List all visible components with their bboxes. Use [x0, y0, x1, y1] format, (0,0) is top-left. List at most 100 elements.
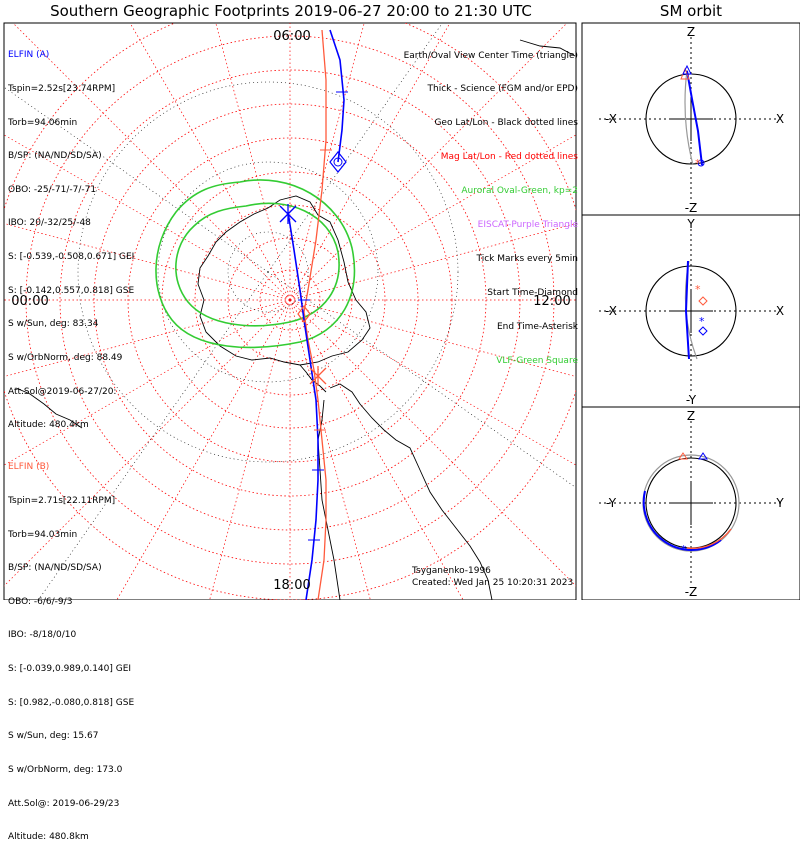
elfin-a-line: S w/OrbNorm, deg: 88.49	[8, 352, 123, 363]
auroral-oval-outer	[155, 179, 356, 349]
sm-panel-frame-3	[581, 406, 800, 600]
mag-lat-circle	[227, 237, 353, 363]
sm-orbit-elfin-a	[686, 70, 703, 166]
elfin-b-line: Altitude: 480.8km	[8, 832, 89, 843]
sm-orbit-title: SM orbit	[659, 2, 723, 20]
elfin-b-line: Torb=94.03min	[8, 529, 78, 540]
antarctica-coastline	[197, 195, 371, 366]
elfin-a-line: IBO: 20/-32/25/-48	[8, 218, 91, 229]
geo-lat-circle	[157, 161, 379, 383]
sm-end-b: *	[695, 157, 701, 170]
elfin-a-line: OBO: -25/-71/-7/-71	[8, 184, 97, 195]
time-label-bottom: 18:00	[273, 578, 310, 593]
polar-footprint-map: 06:00 00:00 12:00 18:00 Z-Z-X X*Y-Y-X X**Z…	[3, 22, 800, 600]
sm-label-right: X	[776, 304, 784, 318]
legend-item: EISCAT-Purple Triangle	[477, 220, 578, 231]
elfin-b-start-diamond	[297, 305, 311, 323]
elfin-b-header: ELFIN (B)	[8, 462, 50, 473]
sm-start-a	[697, 159, 705, 167]
elfin-a-header: ELFIN (A)	[8, 50, 50, 61]
legend-item: Mag Lat/Lon - Red dotted lines	[440, 152, 578, 163]
time-label-right: 12:00	[533, 294, 570, 309]
mag-lon-line	[209, 299, 291, 600]
sm-label-right: X	[776, 112, 784, 126]
elfin-a-end-asterisk	[279, 204, 297, 224]
elfin-b-line: OBO: -6/6/-9/3	[8, 596, 73, 607]
created-label: Created: Wed Jan 25 10:20:31 2023	[412, 578, 574, 588]
sm-orbit-gray	[684, 69, 694, 166]
geo-grid	[4, 23, 576, 600]
elfin-a-info: ELFIN (A) Tspin=2.52s[23.74RPM] Torb=94.…	[8, 28, 134, 443]
sm-label-left: -X	[605, 304, 617, 318]
elfin-a-line: B/SP: (NA/ND/SD/SA)	[8, 151, 102, 162]
elfin-a-line: S w/Sun, deg: 83.34	[8, 319, 99, 330]
mag-lat-circle	[59, 69, 521, 531]
sm-label-left: -Y	[606, 496, 617, 510]
elfin-a-line: Att.Sol@2019-06-27/20:	[8, 386, 117, 397]
elfin-a-line: Altitude: 480.4km	[8, 420, 89, 431]
elfin-b-line: B/SP: (NA/ND/SD/SA)	[8, 563, 102, 574]
mag-lon-line	[215, 23, 291, 301]
elfin-b-line: S: [-0.039,0.989,0.140] GEI	[8, 664, 132, 675]
sm-triangle-a	[682, 64, 692, 75]
mag-lon-line	[289, 23, 365, 301]
legend-item: Earth/Oval View Center Time (triangle)	[403, 50, 578, 61]
elfin-a-line: S: [-0.539,-0.508,0.671] GEI	[8, 252, 135, 263]
legend-item: VLF-Green Square	[496, 355, 578, 366]
elfin-b-line: Tspin=2.71s[22.11RPM]	[8, 496, 116, 507]
sm-label-bottom: -Z	[685, 201, 698, 215]
geo-lat-circle	[77, 81, 459, 463]
elfin-b-line: Att.Sol@: 2019-06-29/23	[8, 798, 120, 809]
sm-label-right: Y	[775, 496, 784, 510]
elfin-a-line: Torb=94.06min	[8, 117, 78, 128]
sm-label-top: Y	[686, 217, 695, 231]
sm-orbit-elfin-a	[642, 490, 722, 551]
geo-lat-circle	[227, 231, 309, 313]
page-title: Southern Geographic Footprints 2019-06-2…	[50, 2, 532, 20]
legend-item: Auroral Oval-Green, kp=2	[461, 186, 578, 197]
legend-item: Tick Marks every 5min	[476, 253, 578, 264]
sm-earth-circle	[645, 265, 737, 357]
legend-item: End Time-Asterisk	[496, 321, 578, 332]
australia-coastline	[519, 39, 576, 57]
sm-start-a	[698, 326, 708, 336]
elfin-b-line: S: [0.982,-0.080,0.818] GSE	[8, 697, 135, 708]
sm-triangle-b	[678, 452, 688, 460]
sm-label-bottom: -Z	[685, 585, 698, 599]
legend-item: Thick - Science (FGM and/or EPD)	[427, 84, 578, 95]
elfin-b-line: S w/OrbNorm, deg: 173.0	[8, 764, 123, 775]
africa-coastline	[15, 387, 83, 429]
elfin-b-line: IBO: -8/18/0/10	[8, 630, 77, 641]
elfin-b-end-asterisk	[309, 366, 327, 386]
elfin-a-footprint-track	[287, 29, 345, 600]
antarctic-peninsula	[299, 364, 327, 393]
mag-grid	[4, 23, 576, 600]
mag-lat-circle	[194, 204, 386, 396]
elfin-a-line: Tspin=2.52s[23.74RPM]	[8, 84, 116, 95]
sm-label-left: -X	[605, 112, 617, 126]
sm-orbit-elfin-a	[684, 260, 690, 360]
south-america-coastline	[329, 383, 493, 600]
sm-triangle-a	[698, 452, 708, 460]
mag-lat-circle	[259, 269, 321, 331]
sm-end-a: *	[681, 543, 687, 556]
elfin-b-line: S w/Sun, deg: 15.67	[8, 731, 99, 742]
sm-orbit-panels: Z -Z -X X * Y -Y -X X * * Z -Z -Y Y *	[599, 25, 784, 599]
model-label: Tsyganenko-1996	[412, 566, 491, 576]
elfin-b-footprint-track	[303, 29, 327, 600]
mag-lon-line	[289, 299, 371, 600]
auroral-oval-inner	[175, 202, 340, 327]
sm-end-b: *	[695, 283, 701, 296]
sm-orbit-elfin-b	[686, 528, 732, 550]
time-label-top: 06:00	[273, 29, 310, 44]
south-america-west-coast	[317, 399, 341, 600]
sm-end-a: *	[699, 315, 705, 328]
legend-item: Start Time-Diamond	[487, 287, 578, 298]
sm-label-bottom: -Y	[686, 393, 697, 407]
map-legend: Earth/Oval View Center Time (triangle) T…	[404, 28, 578, 378]
legend-item: Geo Lat/Lon - Black dotted lines	[434, 118, 578, 129]
elfin-a-start-diamond	[329, 151, 347, 173]
elfin-b-info: ELFIN (B) Tspin=2.71s[22.11RPM] Torb=94.…	[8, 440, 134, 855]
time-label-left: 00:00	[11, 294, 48, 309]
sm-label-top: Z	[687, 409, 695, 423]
